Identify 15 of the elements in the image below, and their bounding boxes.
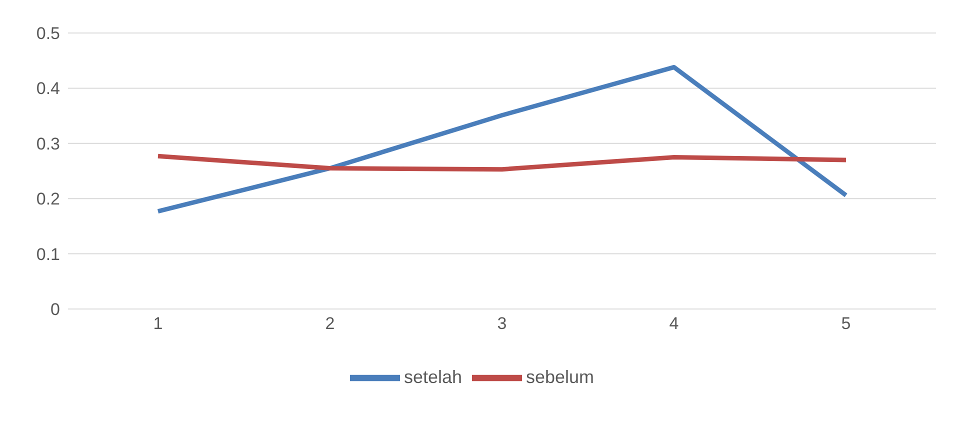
y-tick-label: 0.2 xyxy=(36,190,60,209)
x-tick-label: 2 xyxy=(325,314,335,334)
y-tick-label: 0.1 xyxy=(36,244,60,264)
x-tick-label: 1 xyxy=(153,314,163,334)
legend-label: setelah xyxy=(404,366,462,387)
x-tick-label: 3 xyxy=(497,314,507,334)
y-tick-label: 0 xyxy=(50,300,60,320)
legend-label: sebelum xyxy=(526,366,594,387)
line-series xyxy=(156,154,848,172)
y-tick-label: 0.4 xyxy=(36,79,60,98)
x-tick-label: 5 xyxy=(841,314,851,334)
y-tick-label: 0.3 xyxy=(36,134,60,154)
line-series xyxy=(156,64,848,214)
y-tick-label: 0.5 xyxy=(36,24,60,44)
x-tick-label: 4 xyxy=(669,314,679,334)
